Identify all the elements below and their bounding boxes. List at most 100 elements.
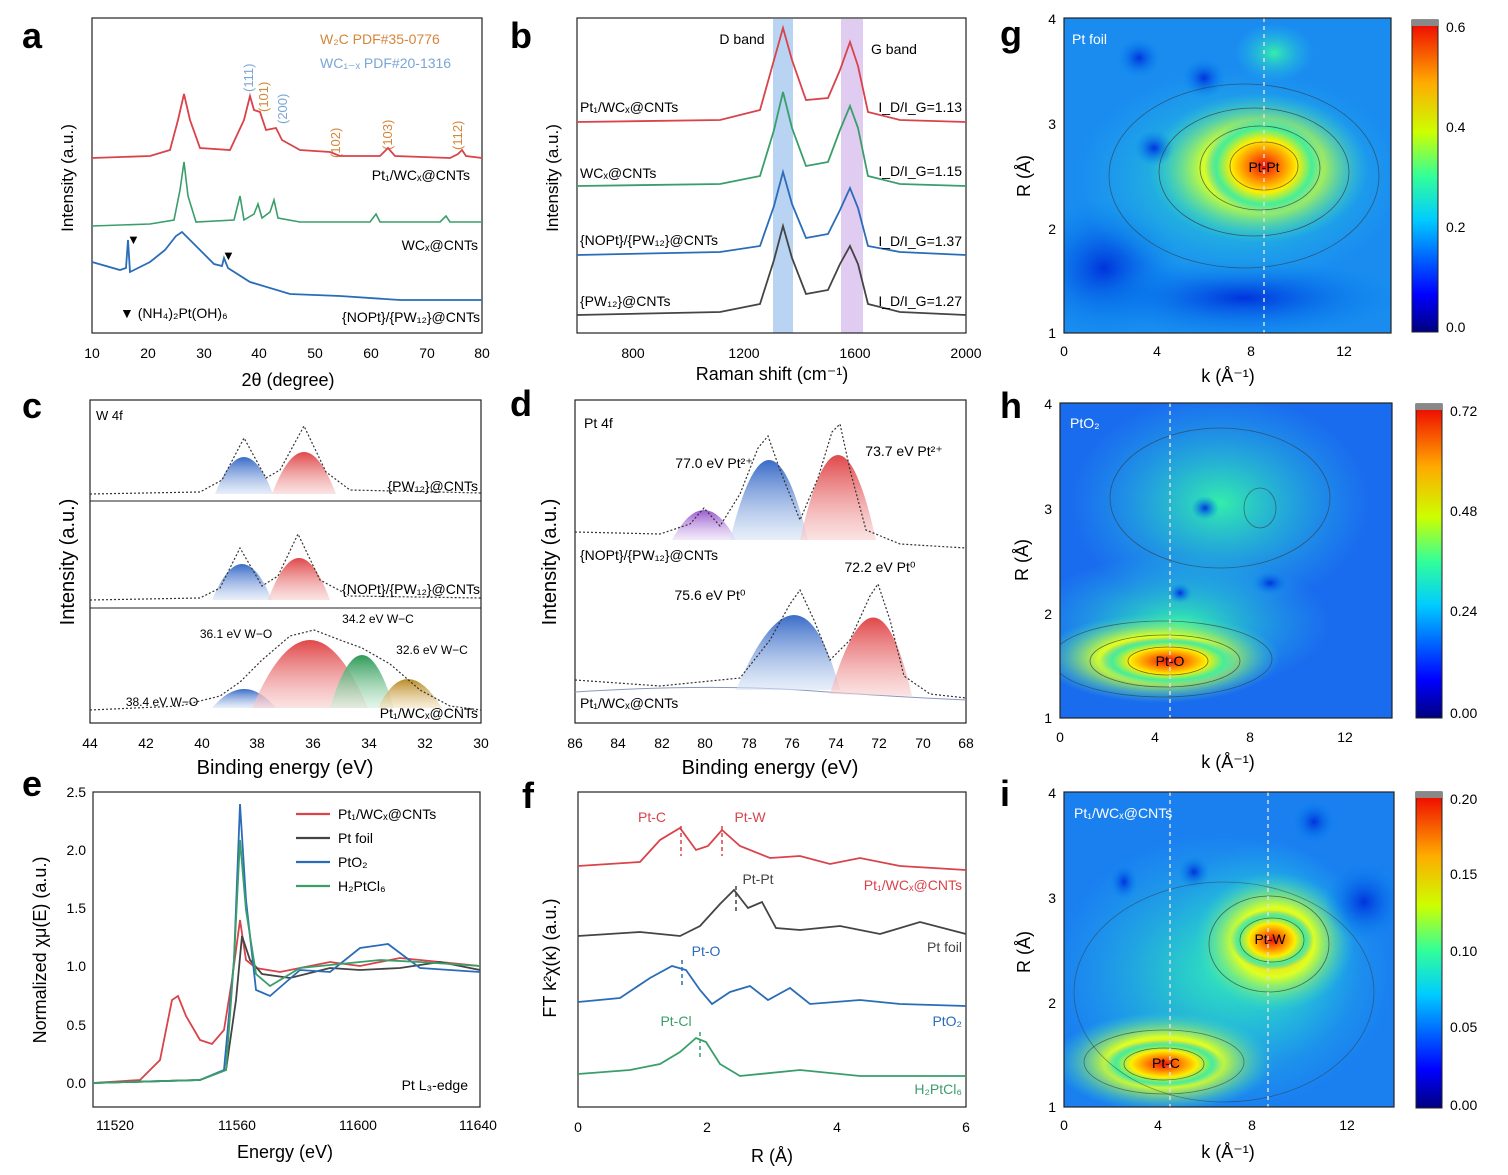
series-line — [576, 91, 967, 187]
tick-label: 72 — [871, 735, 887, 751]
series-label: {PW₁₂}@CNTs — [580, 293, 671, 309]
series-label: Pt₁/WCₓ@CNTs — [372, 167, 470, 183]
d-band-shade — [773, 19, 793, 333]
panel-letter: f — [522, 775, 535, 816]
panel-letter: e — [22, 763, 42, 804]
peak-label: Pt-O — [692, 943, 721, 959]
peak-label: Pt-Pt — [742, 871, 773, 887]
series-line — [92, 803, 481, 1084]
ratio-label: I_D/I_G=1.27 — [878, 293, 962, 309]
tick-label: 0.00 — [1450, 705, 1477, 721]
tick-label: 80 — [697, 735, 713, 751]
annotation: 77.0 eV Pt²⁺ — [675, 455, 752, 471]
data-line — [89, 424, 482, 495]
plot-frame — [577, 791, 967, 1108]
peak-label: (103) — [380, 120, 395, 150]
annotation: 72.2 eV Pt⁰ — [845, 559, 916, 575]
tick-label: 800 — [621, 345, 645, 361]
data-line — [89, 532, 482, 601]
tick-label: 4 — [1154, 1117, 1162, 1133]
series-line — [576, 24, 967, 123]
tick-label: 2.5 — [67, 784, 87, 800]
panel-letter: d — [510, 383, 532, 424]
plot-frame — [92, 791, 481, 1108]
peak-label: Pt-C — [638, 809, 666, 825]
tick-label: 11640 — [459, 1117, 497, 1133]
tick-label: 12 — [1339, 1117, 1355, 1133]
tick-label: 0.72 — [1450, 403, 1477, 419]
x-ticks: 0 2 4 6 — [574, 1119, 970, 1135]
series-label: {NOPt}/{PW₁₂}@CNTs — [580, 547, 718, 563]
fit-peak — [215, 457, 273, 494]
legend-label: Pt foil — [338, 830, 373, 846]
tick-label: 6 — [962, 1119, 970, 1135]
tick-label: 0.4 — [1446, 119, 1466, 135]
fit-peak — [730, 460, 808, 540]
series-label: Pt₁/WCₓ@CNTs — [380, 705, 478, 721]
tick-label: 11520 — [96, 1117, 134, 1133]
panel-c: c Intensity (a.u.) Binding energy (eV) 4… — [22, 385, 489, 779]
legend-label: Pt₁/WCₓ@CNTs — [338, 806, 436, 822]
series-label: {NOPt}/{PW₁₂}@CNTs — [342, 581, 480, 597]
tick-label: 34 — [361, 735, 377, 751]
plot-frame — [91, 17, 483, 334]
y-axis-label: R (Å) — [1014, 155, 1034, 197]
y-axis-label: R (Å) — [1014, 931, 1034, 973]
panel-letter: a — [22, 15, 43, 56]
tick-label: 2 — [1044, 606, 1052, 622]
tick-label: 60 — [363, 345, 379, 361]
tick-label: 0.0 — [67, 1075, 87, 1091]
peak-label: (102) — [328, 128, 343, 158]
series-line — [92, 935, 481, 1084]
colorbar-ticks: 0.6 0.4 0.2 0.0 — [1446, 19, 1466, 335]
series-label: WCₓ@CNTs — [580, 165, 656, 181]
blob-label: Pt-Pt — [1248, 159, 1279, 175]
plot-frame — [1063, 791, 1395, 1108]
fit-peak — [830, 617, 912, 696]
tick-label: 1600 — [839, 345, 870, 361]
annotation: 34.2 eV W−C — [342, 612, 414, 626]
tick-label: 1200 — [728, 345, 759, 361]
series-line — [92, 839, 481, 1084]
panel-h: h PtO₂ Pt-O R (Å) k (Å⁻¹) 0 4 8 12 — [1000, 385, 1477, 772]
g-band-shade — [841, 19, 863, 333]
y-axis-label: FT k²χ(κ) (a.u.) — [540, 898, 560, 1017]
tick-label: 42 — [138, 735, 154, 751]
series-label: Pt₁/WCₓ@CNTs — [580, 99, 678, 115]
tick-label: 2000 — [950, 345, 981, 361]
plot-frame — [574, 399, 967, 724]
fit-peak — [268, 558, 330, 600]
y-ticks: 1 2 3 4 — [1048, 11, 1056, 341]
series-label: Pt₁/WCₓ@CNTs — [580, 695, 678, 711]
fit-peak — [378, 679, 442, 708]
x-ticks: 11520 11560 11600 11640 — [96, 1117, 497, 1133]
tick-label: 11600 — [339, 1117, 377, 1133]
tick-label: 1.5 — [67, 900, 87, 916]
panel-g: g Pt foil Pt-Pt R (Å) k (Å⁻¹) 0 4 8 — [1000, 11, 1466, 386]
tick-label: 1 — [1048, 1099, 1056, 1115]
tick-label: 38 — [249, 735, 265, 751]
ratio-label: I_D/I_G=1.13 — [878, 99, 962, 115]
tick-label: 70 — [915, 735, 931, 751]
tick-label: 68 — [958, 735, 974, 751]
tick-label: 44 — [82, 735, 98, 751]
y-axis-label: Intensity (a.u.) — [539, 499, 561, 626]
x-axis-label: k (Å⁻¹) — [1201, 366, 1255, 386]
tick-label: 0.05 — [1450, 1019, 1477, 1035]
tick-label: 0.10 — [1450, 943, 1477, 959]
y-ticks: 1 2 3 4 — [1044, 396, 1052, 726]
tick-label: 8 — [1247, 343, 1255, 359]
tick-label: 2 — [1048, 221, 1056, 237]
legend-wc: WC₁₋ₓ PDF#20-1316 — [320, 55, 451, 71]
panel-i: i Pt₁/WCₓ@CNTs Pt-W Pt-C R (Å) k (Å⁻¹) — [1000, 773, 1477, 1162]
y-axis-label: Intensity (a.u.) — [543, 124, 562, 232]
series-label: WCₓ@CNTs — [402, 237, 478, 253]
fit-peak — [672, 510, 736, 540]
series-label: H₂PtCl₆ — [914, 1081, 962, 1097]
series-label: PtO₂ — [932, 1013, 962, 1029]
x-axis-label: Raman shift (cm⁻¹) — [696, 364, 849, 384]
colorbar — [1415, 403, 1443, 719]
tick-label: 0.5 — [67, 1017, 87, 1033]
x-ticks: 800 1200 1600 2000 — [621, 345, 981, 361]
